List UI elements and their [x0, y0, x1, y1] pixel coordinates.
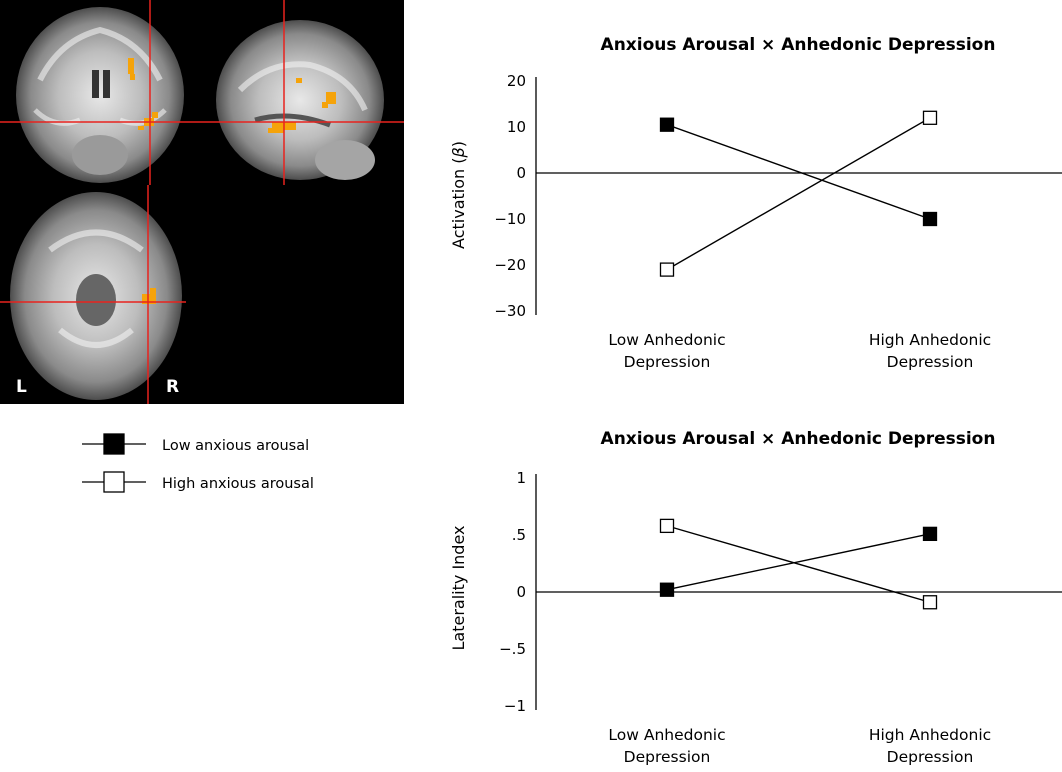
x-category-label: Depression	[887, 748, 974, 766]
legend: Low anxious arousal High anxious arousal	[82, 433, 314, 493]
x-category-label: High Anhedonic	[869, 726, 991, 744]
data-point-filled-square	[922, 211, 938, 227]
data-point-open-square	[659, 262, 675, 277]
y-tick-label: −20	[494, 256, 526, 274]
y-tick-label: −.5	[499, 640, 526, 658]
coronal-slice	[16, 7, 184, 183]
y-tick-label: .5	[512, 526, 526, 544]
x-category-label: Depression	[624, 748, 711, 766]
x-category-label: Low Anhedonic	[608, 331, 725, 349]
y-tick-label: −10	[494, 210, 526, 228]
crosshairs	[0, 0, 404, 404]
sagittal-slice	[216, 20, 384, 180]
activation-chart: Anxious Arousal × Anhedonic Depression A…	[449, 35, 1062, 371]
open-square-marker	[103, 471, 125, 493]
legend-label-low: Low anxious arousal	[162, 438, 309, 454]
filled-square-marker	[103, 433, 125, 455]
y-tick-label: −30	[494, 302, 526, 320]
chart-title: Anxious Arousal × Anhedonic Depression	[601, 35, 996, 55]
left-orientation-label: L	[16, 377, 27, 397]
y-tick-label: −1	[504, 697, 526, 715]
legend-item-low-anxious-arousal: Low anxious arousal	[82, 433, 309, 455]
series-line	[666, 117, 931, 271]
data-point-filled-square	[659, 582, 675, 597]
y-tick-label: 0	[516, 583, 526, 601]
x-category-label: Depression	[624, 353, 711, 371]
plot-area: 20 10 0 −10 −20 −30 Low Anhedonic Depression Hig…	[494, 72, 1062, 371]
x-category-label: Depression	[887, 353, 974, 371]
legend-item-high-anxious-arousal: High anxious arousal	[82, 471, 314, 493]
x-category-label: Low Anhedonic	[608, 726, 725, 744]
plot-area: 1 .5 0 −.5 −1 Low Anhedonic Depression High Anh…	[499, 469, 1062, 766]
y-axis-label: Laterality Index	[449, 526, 468, 651]
y-tick-label: 10	[507, 118, 526, 136]
y-tick-label: 0	[516, 164, 526, 182]
y-tick-label: 1	[516, 469, 526, 487]
series-line	[666, 533, 931, 591]
x-category-label: High Anhedonic	[869, 331, 991, 349]
laterality-chart: Anxious Arousal × Anhedonic Depression L…	[449, 429, 1062, 766]
legend-label-high: High anxious arousal	[162, 476, 314, 492]
brain-slices-panel: L R	[0, 0, 404, 404]
right-orientation-label: R	[166, 377, 179, 397]
data-point-open-square	[659, 518, 675, 534]
series-line	[666, 525, 931, 603]
y-axis-label: Activation (β)	[449, 141, 468, 249]
data-point-filled-square	[659, 117, 675, 132]
chart-title: Anxious Arousal × Anhedonic Depression	[601, 429, 996, 449]
data-point-open-square	[922, 595, 938, 610]
series-line	[666, 124, 931, 220]
data-point-filled-square	[922, 526, 938, 542]
data-point-open-square	[922, 110, 938, 125]
y-tick-label: 20	[507, 72, 526, 90]
axial-slice	[10, 192, 182, 400]
